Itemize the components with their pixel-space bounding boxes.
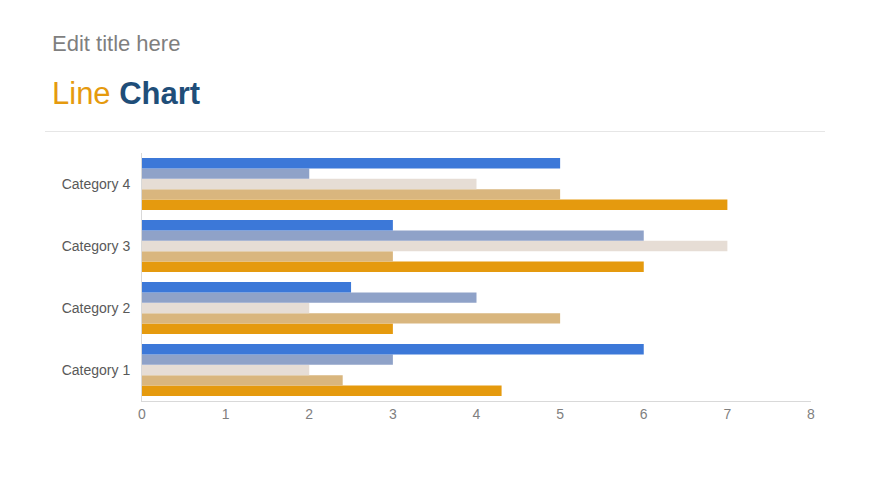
svg-text:3: 3 — [389, 406, 397, 422]
svg-text:5: 5 — [556, 406, 564, 422]
svg-text:1: 1 — [222, 406, 230, 422]
svg-text:7: 7 — [723, 406, 731, 422]
svg-text:8: 8 — [807, 406, 815, 422]
svg-text:Category 2: Category 2 — [62, 300, 131, 316]
svg-text:2: 2 — [305, 406, 313, 422]
svg-text:Category 3: Category 3 — [62, 238, 131, 254]
svg-text:6: 6 — [640, 406, 648, 422]
html-text:Line Chart: Line Chart — [52, 76, 201, 111]
html-text:Edit title here: Edit title here — [52, 31, 181, 56]
svg-text:4: 4 — [473, 406, 481, 422]
svg-text:0: 0 — [138, 406, 146, 422]
svg-text:Category 1: Category 1 — [62, 362, 131, 378]
svg-text:Category 4: Category 4 — [62, 176, 131, 192]
